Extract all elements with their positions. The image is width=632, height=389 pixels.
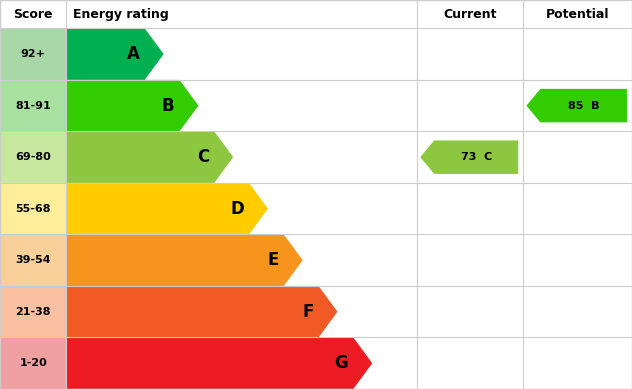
Text: 92+: 92+ — [21, 49, 46, 59]
Bar — [0, 131, 66, 183]
Bar — [303, 235, 417, 286]
Bar — [0, 28, 66, 80]
Bar — [417, 286, 523, 338]
Bar — [233, 131, 417, 183]
Polygon shape — [66, 286, 337, 338]
Polygon shape — [66, 338, 372, 389]
Bar — [198, 80, 417, 131]
Bar — [523, 80, 632, 131]
Bar — [523, 235, 632, 286]
Bar — [417, 338, 523, 389]
Text: 39-54: 39-54 — [15, 255, 51, 265]
Text: Potential: Potential — [546, 8, 609, 21]
Polygon shape — [66, 80, 198, 131]
Polygon shape — [66, 28, 164, 80]
Bar — [523, 338, 632, 389]
Polygon shape — [526, 89, 627, 123]
Polygon shape — [66, 131, 233, 183]
Text: Score: Score — [13, 8, 53, 21]
Polygon shape — [66, 235, 303, 286]
Text: 55-68: 55-68 — [15, 204, 51, 214]
Polygon shape — [66, 183, 268, 235]
Text: D: D — [230, 200, 244, 218]
Text: Current: Current — [444, 8, 497, 21]
Bar — [417, 80, 523, 131]
Text: B: B — [162, 96, 174, 115]
Text: 69-80: 69-80 — [15, 152, 51, 162]
Text: 81-91: 81-91 — [15, 101, 51, 110]
Text: G: G — [334, 354, 348, 372]
Text: A: A — [127, 45, 140, 63]
Bar — [523, 286, 632, 338]
Bar — [164, 28, 417, 80]
Bar — [0, 338, 66, 389]
Text: 21-38: 21-38 — [15, 307, 51, 317]
Bar — [0, 235, 66, 286]
Bar — [523, 183, 632, 235]
Text: C: C — [197, 148, 209, 166]
Bar — [417, 183, 523, 235]
Bar — [372, 338, 417, 389]
Bar — [268, 183, 417, 235]
Bar — [417, 131, 523, 183]
Text: Energy rating: Energy rating — [73, 8, 169, 21]
Text: 85  B: 85 B — [568, 101, 599, 110]
Text: 73  C: 73 C — [461, 152, 492, 162]
Text: F: F — [302, 303, 313, 321]
Polygon shape — [420, 140, 518, 174]
Bar — [0, 286, 66, 338]
Text: E: E — [267, 251, 279, 269]
Bar — [417, 28, 523, 80]
Bar — [0, 183, 66, 235]
Bar — [417, 235, 523, 286]
Bar — [337, 286, 417, 338]
Text: 1-20: 1-20 — [20, 358, 47, 368]
Bar — [0, 80, 66, 131]
Bar — [523, 131, 632, 183]
Bar — [523, 28, 632, 80]
